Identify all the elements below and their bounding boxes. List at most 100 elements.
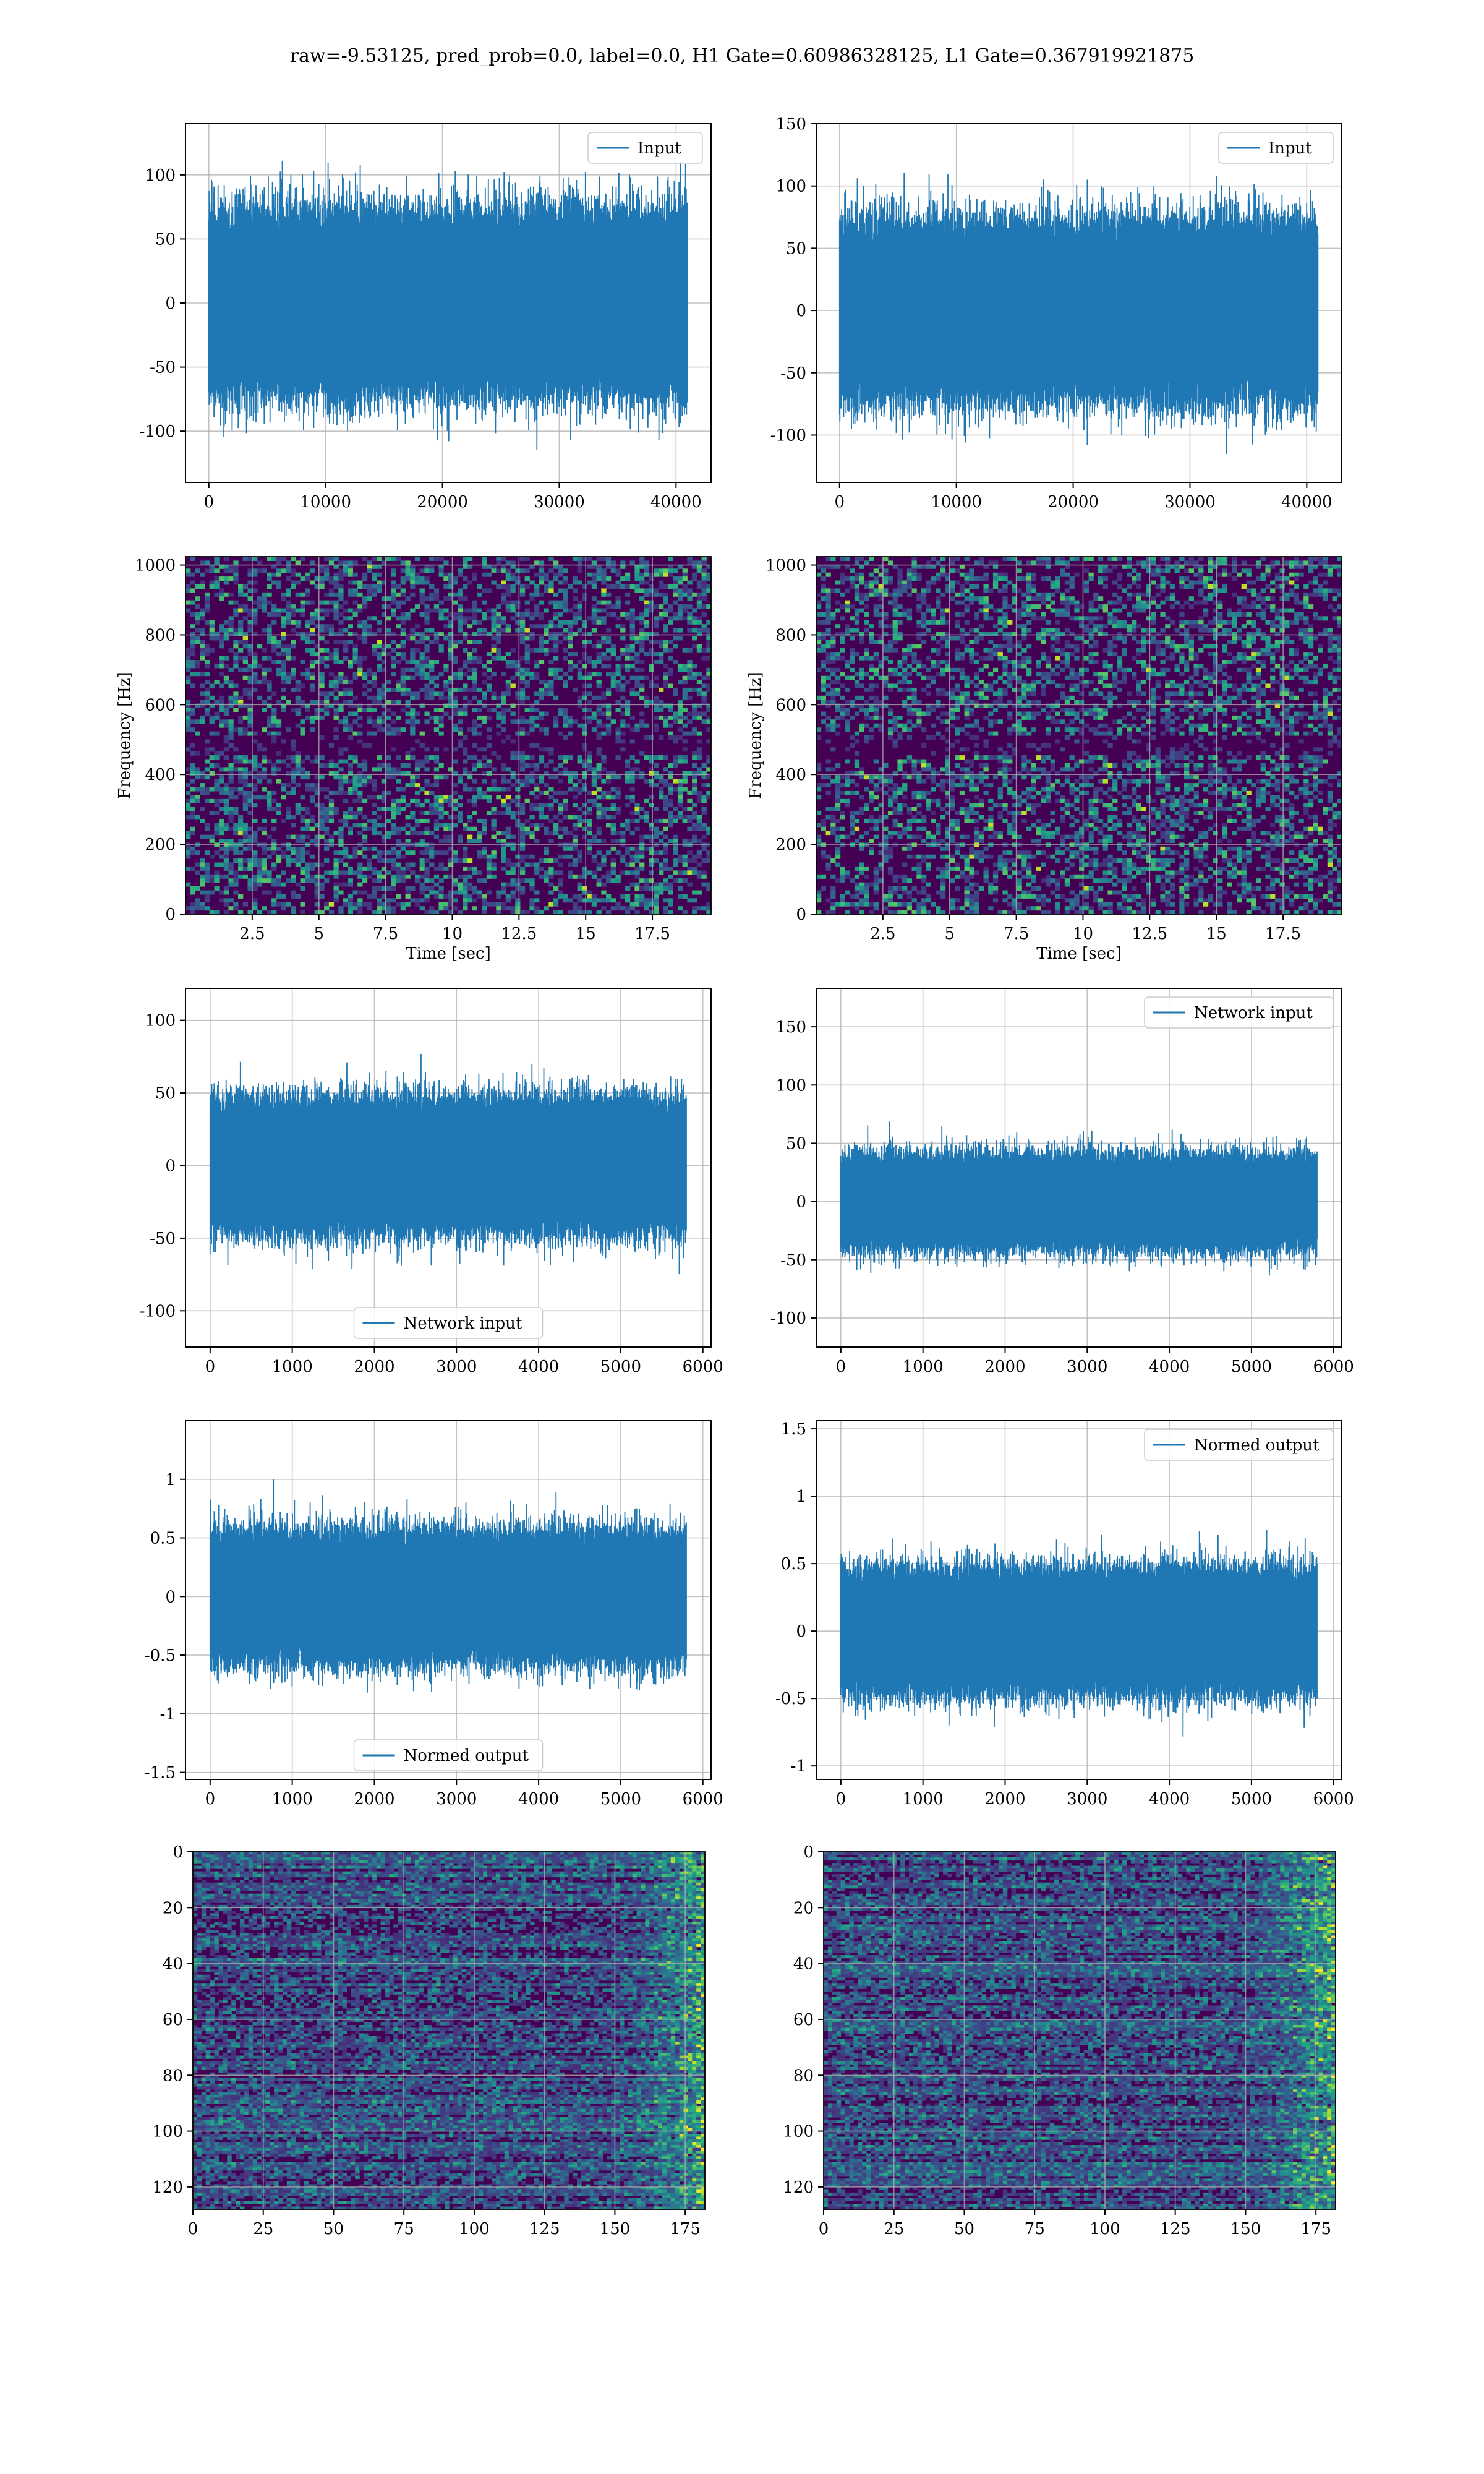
panel-row4-left-xtick-label: 5000 [600, 1790, 641, 1808]
figure-title: raw=-9.53125, pred_prob=0.0, label=0.0, … [290, 45, 1195, 67]
panel-row5-right-xtick-label: 75 [1025, 2220, 1045, 2238]
panel-row4-right: 0 1000 2000 3000 4000 5000 6000-1-0.500.511.5N… [775, 1420, 1354, 1808]
panel-row1-right-series-line [840, 173, 1318, 454]
panel-row5-left-xtick-label: 75 [394, 2220, 414, 2238]
panel-row1-left-xtick-label: 30000 [534, 493, 585, 511]
panel-row5-right-ytick-label: 120 [783, 2178, 814, 2197]
panel-row2-left-xtick-label: 2.5 [239, 925, 265, 943]
panel-row5-left-xtick-label: 175 [670, 2220, 701, 2238]
panel-row3-right-ytick-label: -50 [780, 1251, 806, 1270]
panel-row3-right-xtick-label: 2000 [984, 1358, 1025, 1376]
panel-row4-left-legend-label: Normed output [404, 1747, 529, 1765]
panel-row1-right-ytick-label: 150 [775, 115, 806, 134]
panel-row3-right-xtick-label: 4000 [1149, 1358, 1190, 1376]
panel-row1-left-legend: Input [588, 132, 702, 163]
panel-row4-left-ytick-label: 1 [165, 1471, 176, 1489]
panel-row3-left-legend: Network input [354, 1308, 543, 1338]
panel-row2-right-xtick-label: 5 [944, 925, 955, 943]
panel-row5-right-ytick-label: 100 [783, 2123, 814, 2141]
panel-row2-right-ytick-label: 0 [796, 905, 806, 924]
panel-row4-left-legend: Normed output [354, 1740, 543, 1771]
panel-row5-right-ytick-label: 0 [803, 1843, 814, 1862]
panel-row5-left-ytick-label: 0 [173, 1843, 183, 1862]
panel-row4-right-ytick-label: 0 [796, 1622, 806, 1641]
panel-row3-left-ytick-label: -50 [150, 1230, 176, 1248]
panel-row5-right-xtick-label: 175 [1300, 2220, 1331, 2238]
panel-row2-right-ytick-label: 400 [775, 766, 806, 784]
panel-row2-right-xtick-label: 2.5 [870, 925, 895, 943]
panel-row1-right-xtick-label: 30000 [1164, 493, 1216, 511]
panel-row4-right-ytick-label: -0.5 [775, 1690, 806, 1708]
panel-row2-right-xtick-label: 17.5 [1265, 925, 1301, 943]
panel-row1-right-xtick-label: 40000 [1281, 493, 1333, 511]
panel-row4-left-xtick-label: 3000 [436, 1790, 477, 1808]
panel-row1-right-xtick-label: 0 [835, 493, 845, 511]
panel-row3-right-xtick-label: 1000 [903, 1358, 944, 1376]
panel-row4-right-xtick-label: 0 [836, 1790, 846, 1808]
panel-row4-left-xtick-label: 1000 [272, 1790, 313, 1808]
panel-row5-left-xtick-label: 25 [253, 2220, 273, 2238]
panel-row3-left-ytick-label: 50 [155, 1084, 176, 1103]
panel-row1-left-ytick-label: 50 [155, 230, 176, 249]
panel-row2-left: 2.5 5 7.5 10 12.5 15 17.502004006008001000Time… [116, 557, 712, 963]
panel-row1-right-ytick-label: -50 [780, 364, 806, 383]
panel-row1-left-xtick-label: 20000 [417, 493, 468, 511]
panel-row1-right-legend: Input [1219, 132, 1333, 163]
panel-row5-left-ytick-label: 80 [163, 2066, 183, 2085]
panel-row5-left-ytick-label: 20 [163, 1899, 183, 1917]
panel-row3-left-legend-label: Network input [404, 1314, 522, 1333]
panel-row1-right-ytick-label: 0 [796, 302, 806, 320]
panel-row3-left-xtick-label: 0 [205, 1358, 216, 1376]
panel-row2-left-xtick-label: 5 [313, 925, 324, 943]
panel-row2-left-ylabel: Frequency [Hz] [116, 672, 134, 799]
panel-row3-right-ytick-label: 100 [775, 1076, 806, 1095]
panel-row3-right-xtick-label: 5000 [1231, 1358, 1272, 1376]
panel-row4-left-xtick-label: 4000 [518, 1790, 559, 1808]
panel-row2-right-ytick-label: 200 [775, 836, 806, 854]
panel-row2-left-xtick-label: 12.5 [501, 925, 537, 943]
panel-row3-right-ytick-label: 0 [796, 1193, 806, 1212]
panel-row1-left-ytick-label: -100 [140, 422, 176, 441]
panel-row4-right-xtick-label: 6000 [1313, 1790, 1354, 1808]
panel-row2-right-xlabel: Time [sec] [1036, 944, 1122, 963]
panel-row1-right-ytick-label: -100 [770, 426, 806, 445]
panel-row2-left-heatmap-cells [186, 557, 712, 915]
panel-row3-left-xtick-label: 2000 [354, 1358, 394, 1376]
panel-row5-left-ytick-label: 40 [163, 1955, 183, 1974]
panel-row2-right-ylabel: Frequency [Hz] [746, 672, 765, 799]
panel-row1-left-xtick-label: 40000 [650, 493, 702, 511]
panel-row4-left-ytick-label: -0.5 [145, 1646, 176, 1665]
panel-row1-right-ytick-label: 50 [786, 239, 806, 258]
panel-row2-right: 2.5 5 7.5 10 12.5 15 17.502004006008001000Time… [746, 557, 1342, 963]
panel-row5-right-xtick-label: 125 [1160, 2220, 1191, 2238]
panel-row3-right-xtick-label: 0 [836, 1358, 846, 1376]
panel-row3-left-xtick-label: 4000 [518, 1358, 559, 1376]
panel-row1-left-xtick-label: 0 [204, 493, 215, 511]
panel-row4-left-series-line [210, 1479, 686, 1693]
panel-row3-left-xtick-label: 1000 [272, 1358, 313, 1376]
panel-row4-left-xtick-label: 0 [205, 1790, 216, 1808]
panel-row2-left-ytick-label: 400 [145, 766, 176, 784]
panel-row4-right-ytick-label: 1 [796, 1487, 806, 1506]
panel-row5-left-xtick-label: 150 [600, 2220, 631, 2238]
panel-row4-right-ytick-label: 0.5 [781, 1555, 806, 1573]
panel-row1-left-legend-label: Input [638, 139, 681, 158]
panel-row2-left-ytick-label: 1000 [135, 557, 176, 575]
panel-row2-right-ytick-label: 1000 [765, 557, 806, 575]
panel-row5-right-ytick-label: 80 [793, 2066, 814, 2085]
panel-row4-right-legend-label: Normed output [1194, 1436, 1320, 1455]
panel-row1-left-ytick-label: 0 [165, 294, 176, 313]
panel-row4-left-ytick-label: 0 [165, 1588, 176, 1606]
panel-row2-left-ytick-label: 200 [145, 836, 176, 854]
panel-row5-left-ytick-label: 100 [152, 2123, 183, 2141]
panel-row3-right-ytick-label: 150 [775, 1018, 806, 1037]
panel-row5-right-ytick-label: 60 [793, 2011, 814, 2029]
panel-row2-left-ytick-label: 600 [145, 696, 176, 714]
panel-row3-left-xtick-label: 6000 [683, 1358, 723, 1376]
panel-row5-right-xtick-label: 100 [1090, 2220, 1120, 2238]
panel-row1-right-legend-label: Input [1268, 139, 1312, 158]
panel-row2-left-xtick-label: 7.5 [373, 925, 398, 943]
